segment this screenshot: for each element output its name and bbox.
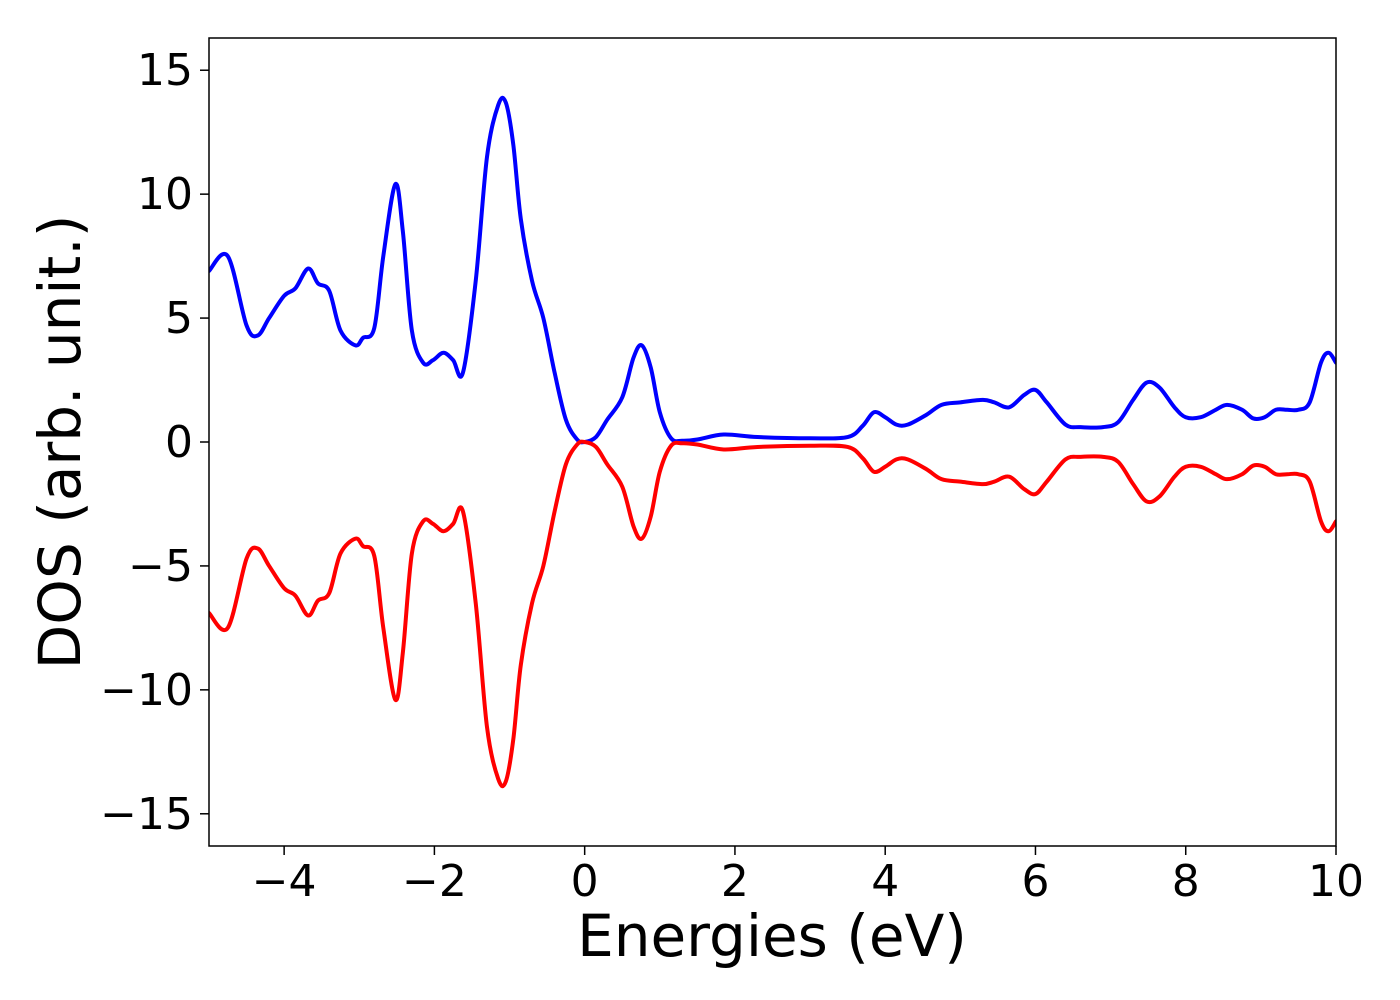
dos-line-red [209,439,1336,789]
y-tick-label: −10 [100,665,193,716]
plot-frame [208,37,1337,847]
x-tick-label: 0 [571,856,599,907]
y-tick-label: 15 [137,45,193,96]
x-tick-label: 6 [1021,856,1049,907]
x-axis: −4 −2 0 2 4 6 8 10 [252,846,1364,907]
y-tick-label: 0 [165,417,193,468]
x-tick-label: 8 [1172,856,1200,907]
y-axis: 15 10 5 0 −5 −10 −15 [100,45,209,840]
x-tick-label: 4 [871,856,899,907]
x-tick-label: −2 [402,856,467,907]
x-tick-label: −4 [252,856,317,907]
y-tick-label: −5 [128,541,193,592]
y-tick-label: −15 [100,789,193,840]
x-tick-label: 10 [1308,856,1364,907]
y-axis-label: DOS (arb. unit.) [26,215,94,670]
y-tick-label: 10 [137,169,193,220]
y-tick-label: 5 [165,293,193,344]
series-layer [209,95,1336,789]
x-tick-label: 2 [721,856,749,907]
dos-line-blue [209,95,1336,445]
x-axis-label: Energies (eV) [577,902,967,970]
